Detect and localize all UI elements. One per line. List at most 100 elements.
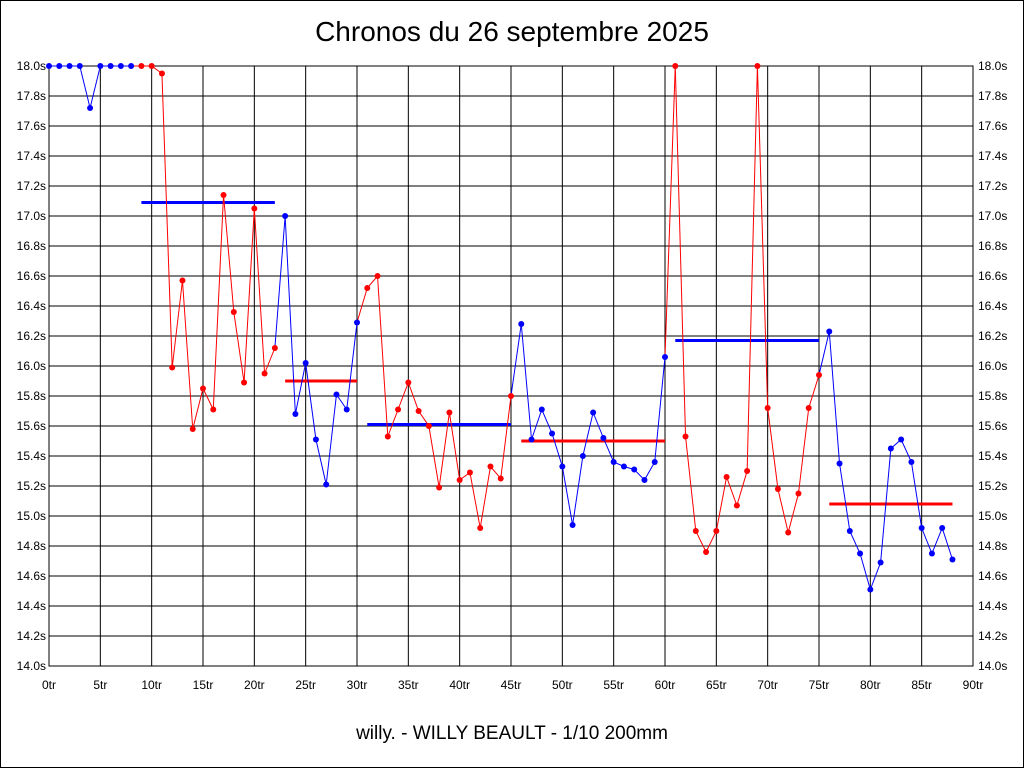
y-tick-label: 15.6s [978, 419, 1007, 433]
lap-point [97, 63, 104, 69]
y-tick-label: 14.8s [17, 539, 46, 553]
y-tick-label: 14.0s [978, 659, 1007, 673]
lap-point [579, 453, 586, 459]
lap-point [826, 328, 833, 335]
lap-point [559, 463, 566, 470]
lap-point [908, 459, 915, 465]
lap-point [928, 550, 935, 557]
lap-point [846, 528, 853, 534]
lap-point [384, 433, 391, 440]
lap-point [169, 364, 176, 371]
lap-point [148, 63, 155, 69]
lap-point [107, 63, 114, 69]
y-tick-label: 16.6s [978, 269, 1007, 283]
y-tick-label: 14.2s [978, 629, 1007, 643]
lap-point [456, 477, 463, 483]
y-tick-label: 15.8s [978, 389, 1007, 403]
lap-point [312, 436, 319, 443]
series-connector [664, 65, 676, 358]
lap-point [415, 408, 422, 414]
chart-title: Chronos du 26 septembre 2025 [315, 16, 709, 47]
lap-point [918, 525, 925, 531]
x-tick-label: 35tr [398, 678, 419, 692]
y-tick-label: 17.0s [978, 209, 1007, 223]
y-tick-label: 18.0s [17, 59, 46, 73]
series-line [141, 65, 276, 430]
y-tick-label: 17.6s [978, 119, 1007, 133]
lap-point [128, 63, 135, 69]
lap-point [364, 285, 371, 291]
lap-point [87, 105, 94, 111]
lap-point [538, 406, 545, 413]
y-tick-label: 14.8s [978, 539, 1007, 553]
lap-point [805, 405, 812, 411]
y-tick-label: 15.0s [978, 509, 1007, 523]
lap-point [836, 460, 843, 467]
lap-point [282, 213, 289, 219]
lap-point [528, 436, 535, 443]
lap-point [785, 529, 792, 536]
lap-point [723, 474, 730, 480]
series-line [49, 65, 132, 109]
lap-series [46, 63, 956, 593]
lap-point [302, 360, 309, 366]
y-tick-label: 17.2s [17, 179, 46, 193]
lap-point [210, 406, 217, 413]
lap-point [651, 459, 658, 465]
lap-point [795, 490, 802, 497]
x-tick-label: 60tr [655, 678, 676, 692]
y-tick-labels-left: 14.0s 14.2s 14.4s 14.6s 14.8s 15.0s 15.2s 15.4s… [17, 59, 46, 673]
x-tick-label: 80tr [860, 678, 881, 692]
x-tick-label: 65tr [706, 678, 727, 692]
y-tick-label: 17.6s [17, 119, 46, 133]
x-tick-label: 70tr [757, 678, 778, 692]
series-connector [818, 331, 830, 376]
y-tick-label: 17.2s [978, 179, 1007, 193]
series-line [284, 215, 358, 485]
lap-point [117, 63, 124, 69]
lap-point [425, 423, 432, 429]
x-tick-label: 10tr [141, 678, 162, 692]
lap-point [354, 319, 360, 326]
x-tick-label: 5tr [93, 678, 107, 692]
series-connector [274, 215, 286, 349]
series-line [674, 65, 820, 554]
x-tick-label: 45tr [501, 678, 522, 692]
y-tick-label: 16.4s [17, 299, 46, 313]
lap-point [662, 354, 668, 360]
lap-point [877, 559, 884, 566]
y-tick-labels-right: 14.0s 14.2s 14.4s 14.6s 14.8s 15.0s 15.2s 15.4s… [978, 59, 1007, 673]
y-tick-label: 17.4s [17, 149, 46, 163]
lap-point [477, 525, 484, 531]
y-tick-label: 15.4s [17, 449, 46, 463]
lap-point [949, 556, 956, 563]
lap-point [46, 63, 52, 69]
y-tick-label: 17.8s [978, 89, 1007, 103]
lap-point [754, 63, 761, 69]
lap-point [518, 321, 525, 327]
lap-point [487, 463, 494, 470]
x-tick-label: 55tr [603, 678, 624, 692]
lap-point [405, 379, 412, 386]
plot-border [48, 65, 974, 667]
axes [48, 65, 974, 667]
lap-point [939, 525, 946, 531]
lap-point [703, 549, 710, 555]
y-tick-label: 14.6s [978, 569, 1007, 583]
lap-point [374, 273, 381, 279]
y-tick-label: 15.8s [17, 389, 46, 403]
lap-point [230, 309, 237, 315]
lap-point [158, 70, 165, 77]
y-tick-label: 18.0s [978, 59, 1007, 73]
lap-point [189, 426, 196, 432]
lap-point [466, 469, 473, 476]
lap-point [867, 586, 874, 593]
lap-point [713, 528, 720, 534]
y-tick-label: 14.4s [978, 599, 1007, 613]
lap-point [395, 406, 402, 413]
y-tick-label: 15.2s [978, 479, 1007, 493]
lap-point [764, 405, 771, 411]
lap-point [179, 277, 186, 284]
